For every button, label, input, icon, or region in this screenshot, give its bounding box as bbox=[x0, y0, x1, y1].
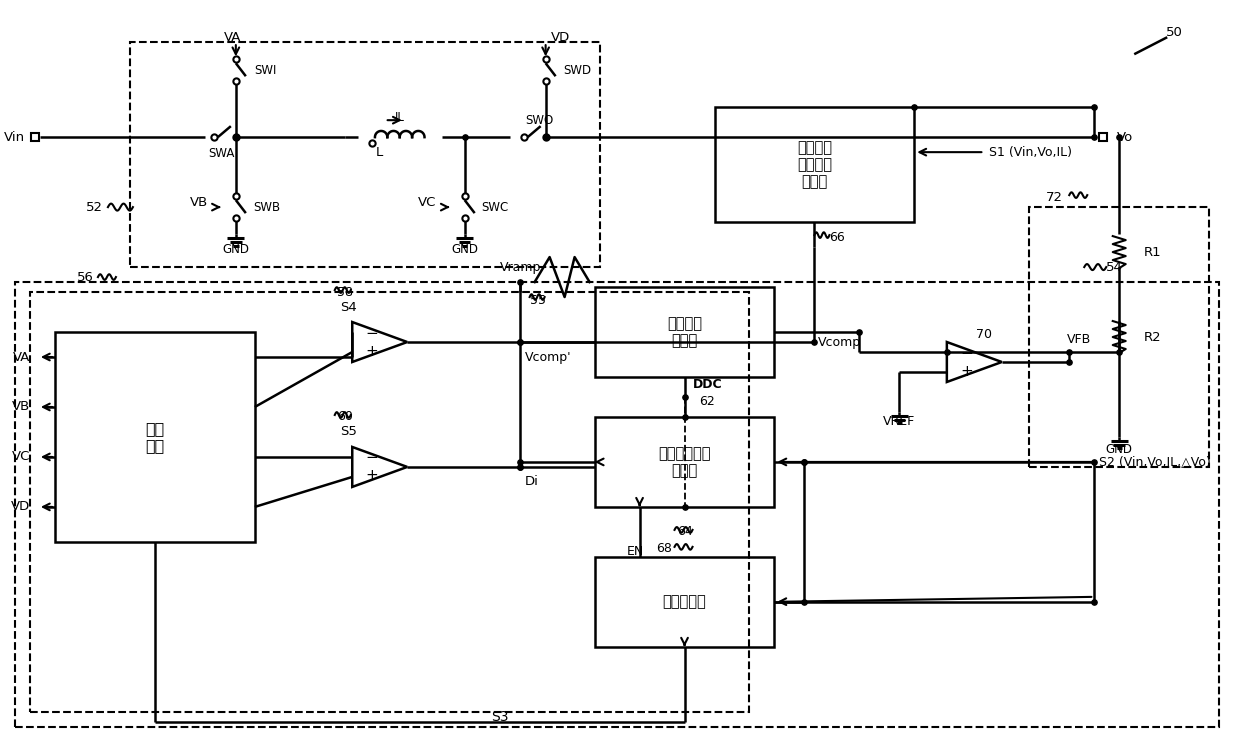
Text: 脏冲省略
模式筼制
侦测器: 脏冲省略 模式筼制 侦测器 bbox=[797, 139, 832, 189]
Bar bbox=[1029, 207, 1209, 467]
Text: 60: 60 bbox=[337, 410, 352, 424]
Text: 54: 54 bbox=[1106, 260, 1122, 274]
Text: VD: VD bbox=[551, 30, 570, 44]
Text: VA: VA bbox=[12, 350, 30, 364]
Bar bbox=[31, 133, 40, 142]
Bar bbox=[595, 417, 775, 507]
Text: IL: IL bbox=[394, 111, 404, 124]
Bar bbox=[595, 557, 775, 647]
Text: 50: 50 bbox=[1166, 26, 1183, 39]
Text: 70: 70 bbox=[976, 327, 992, 341]
Text: L: L bbox=[376, 145, 383, 159]
Text: SWB: SWB bbox=[253, 200, 280, 214]
Text: 工作周期
补偿器: 工作周期 补偿器 bbox=[667, 316, 702, 348]
Text: 66: 66 bbox=[830, 231, 846, 243]
Text: +: + bbox=[366, 468, 378, 484]
Text: EN: EN bbox=[626, 545, 644, 559]
Text: S5: S5 bbox=[340, 425, 357, 439]
Text: GND: GND bbox=[451, 243, 479, 255]
Text: S2 (Vin,Vo,IL,△Vo): S2 (Vin,Vo,IL,△Vo) bbox=[1099, 456, 1211, 468]
Text: +: + bbox=[366, 344, 378, 358]
Text: SWC: SWC bbox=[481, 200, 508, 214]
Text: VB: VB bbox=[190, 196, 208, 209]
Text: 逻辑
电路: 逻辑 电路 bbox=[145, 421, 165, 453]
Text: GND: GND bbox=[222, 243, 249, 255]
Text: GND: GND bbox=[1106, 444, 1132, 456]
Bar bbox=[714, 107, 914, 222]
Text: Vin: Vin bbox=[4, 131, 25, 144]
Text: 72: 72 bbox=[1045, 191, 1063, 203]
Bar bbox=[15, 282, 1219, 726]
Text: 68: 68 bbox=[657, 542, 672, 555]
Text: VC: VC bbox=[418, 196, 436, 209]
Text: 52: 52 bbox=[87, 200, 103, 214]
Text: 58: 58 bbox=[337, 286, 352, 298]
Text: R2: R2 bbox=[1145, 330, 1162, 344]
Text: Vo: Vo bbox=[1117, 131, 1133, 144]
Bar bbox=[595, 287, 775, 377]
Text: −: − bbox=[366, 326, 378, 341]
Text: 模式选择器: 模式选择器 bbox=[662, 594, 707, 609]
Text: VB: VB bbox=[11, 401, 30, 413]
Text: S1 (Vin,Vo,IL): S1 (Vin,Vo,IL) bbox=[990, 145, 1073, 159]
Text: S3: S3 bbox=[491, 710, 508, 723]
Text: SWA: SWA bbox=[208, 147, 236, 160]
Text: VA: VA bbox=[224, 30, 242, 44]
Bar bbox=[1099, 133, 1107, 142]
Text: SWO: SWO bbox=[526, 114, 554, 127]
Text: Vramp: Vramp bbox=[500, 260, 541, 274]
Text: VC: VC bbox=[11, 450, 30, 464]
Text: −: − bbox=[366, 450, 378, 465]
Text: VREF: VREF bbox=[883, 416, 915, 428]
Text: VFB: VFB bbox=[1068, 332, 1091, 346]
Bar bbox=[30, 292, 749, 712]
Text: Vcomp': Vcomp' bbox=[525, 350, 572, 364]
Text: +: + bbox=[960, 364, 972, 378]
Text: 64: 64 bbox=[677, 525, 692, 539]
Text: 62: 62 bbox=[699, 395, 715, 409]
Text: VD: VD bbox=[11, 500, 30, 513]
Text: Vcomp: Vcomp bbox=[818, 335, 861, 349]
Text: R1: R1 bbox=[1145, 246, 1162, 258]
Text: SWD: SWD bbox=[564, 64, 591, 76]
Text: 动态工作周期
产生器: 动态工作周期 产生器 bbox=[658, 446, 711, 478]
Bar bbox=[55, 332, 255, 542]
Bar bbox=[130, 42, 600, 267]
Text: DDC: DDC bbox=[692, 378, 722, 392]
Text: S4: S4 bbox=[340, 301, 357, 314]
Text: 55: 55 bbox=[529, 294, 546, 306]
Text: 56: 56 bbox=[77, 271, 93, 283]
Text: SWI: SWI bbox=[254, 64, 277, 76]
Text: −: − bbox=[960, 346, 972, 361]
Text: Di: Di bbox=[525, 476, 538, 488]
